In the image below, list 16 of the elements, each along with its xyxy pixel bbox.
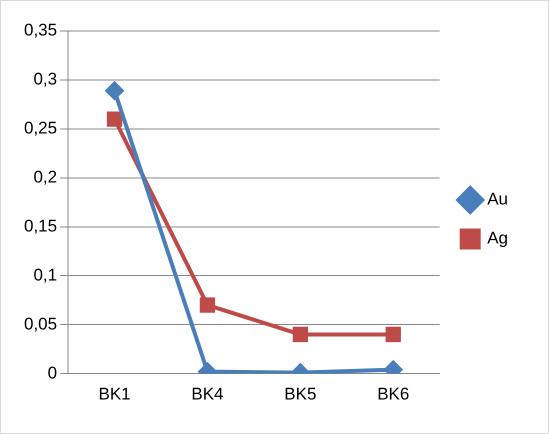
x-tick-label: BK4	[191, 384, 224, 404]
legend-label: Ag	[487, 228, 508, 248]
legend-label: Au	[487, 190, 508, 209]
y-tick-label: 0,3	[33, 70, 58, 89]
y-tick-label: 0,15	[24, 216, 58, 236]
y-tick-label: 0,05	[24, 314, 58, 334]
x-tick-label: BK1	[98, 384, 131, 404]
point	[106, 82, 124, 100]
y-tick-label: 0,2	[33, 168, 58, 187]
point	[106, 111, 122, 127]
y-tick-label: 0,35	[24, 20, 58, 40]
y-tick-label: 0,1	[33, 265, 58, 284]
x-tick-label: BK5	[284, 384, 316, 404]
y-tick-label: 0	[48, 363, 58, 382]
y-tick-label: 0,25	[24, 118, 58, 138]
x-tick-label: BK6	[377, 384, 410, 404]
